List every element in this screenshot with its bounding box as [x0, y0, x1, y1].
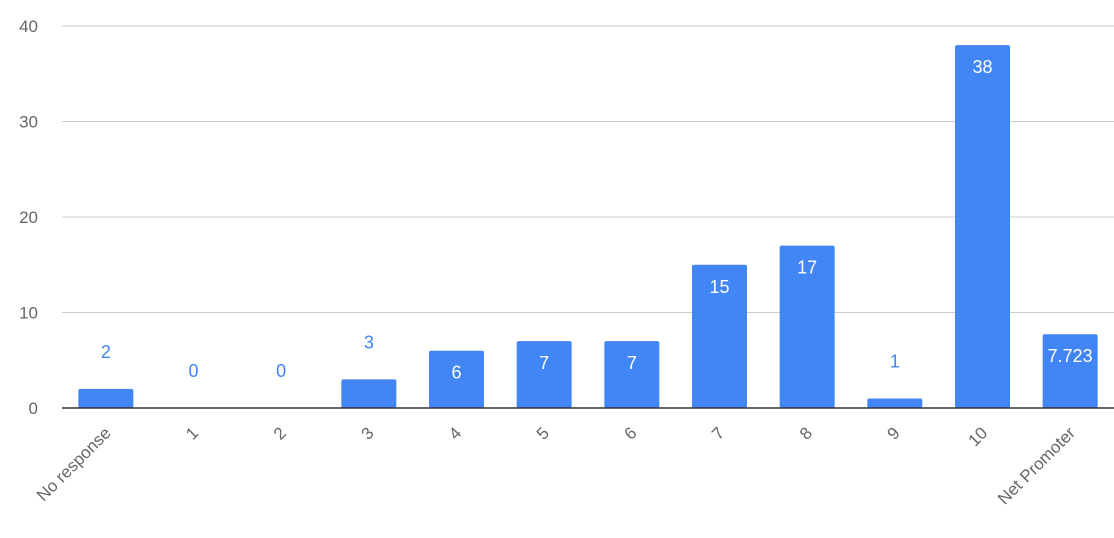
- bar: [516, 341, 572, 408]
- bar: [867, 398, 923, 408]
- x-tick-label: 3: [358, 423, 378, 443]
- x-tick-label: Net Promoter: [994, 423, 1079, 508]
- data-label: 15: [709, 277, 729, 297]
- data-label: 38: [972, 57, 992, 77]
- data-label: 2: [101, 342, 111, 362]
- x-tick-label: 4: [445, 423, 465, 443]
- y-tick-label: 30: [19, 113, 38, 132]
- bars: [78, 45, 1098, 408]
- x-tick-label: 1: [182, 423, 202, 443]
- x-tick-label: No response: [33, 423, 115, 505]
- bar: [1042, 334, 1098, 408]
- y-tick-label: 20: [19, 208, 38, 227]
- x-tick-label: 7: [708, 423, 728, 443]
- x-axis-tick-labels: No response 1 2 3 4 5 6 7 8 9 10 Net Promoter: [33, 423, 1079, 508]
- data-label: 7: [539, 353, 549, 373]
- data-label: 6: [451, 363, 461, 383]
- bar: [692, 264, 747, 408]
- data-label: 1: [890, 351, 900, 371]
- data-label: 7: [627, 353, 637, 373]
- bar: [429, 350, 484, 408]
- y-tick-label: 0: [29, 399, 38, 418]
- x-tick-label: 8: [796, 423, 816, 443]
- data-label: 7.723: [1048, 346, 1093, 366]
- x-tick-label: 2: [270, 423, 290, 443]
- bar: [604, 341, 660, 408]
- x-tick-label: 9: [884, 423, 904, 443]
- gridlines: [62, 25, 1114, 313]
- y-tick-label: 10: [19, 304, 38, 323]
- bar: [78, 388, 134, 408]
- bar: [779, 245, 835, 408]
- data-label: 0: [188, 361, 198, 381]
- y-tick-label: 40: [19, 17, 38, 36]
- data-label: 3: [364, 332, 374, 352]
- x-tick-label: 6: [621, 423, 641, 443]
- bar: [341, 379, 397, 408]
- bar: [955, 45, 1010, 408]
- data-labels: 2 0 0 3 6 7 7 15 17 1 38 7.723: [101, 57, 1093, 383]
- x-tick-label: 5: [533, 423, 553, 443]
- x-tick-label: 10: [965, 423, 992, 450]
- data-label: 0: [276, 361, 286, 381]
- y-axis-tick-labels: 0 10 20 30 40: [19, 17, 38, 418]
- data-label: 17: [797, 258, 817, 278]
